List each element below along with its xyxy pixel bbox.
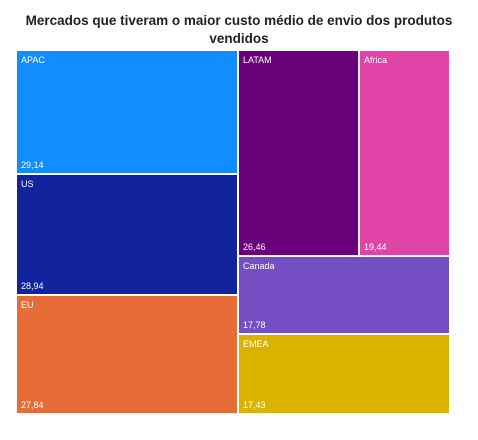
treemap-plot-area: APAC 29,14 US 28,94 EU 27,84 LATAM 26,46 Africa 1… xyxy=(16,50,450,414)
tile-label: EU xyxy=(21,300,34,310)
treemap-tile-us[interactable]: US 28,94 xyxy=(17,175,237,294)
tile-label: US xyxy=(21,179,34,189)
chart-title-line-1: Mercados que tiveram o maior custo médio… xyxy=(25,13,453,28)
treemap-tile-canada[interactable]: Canada 17,78 xyxy=(239,257,449,333)
treemap-tile-latam[interactable]: LATAM 26,46 xyxy=(239,51,358,255)
treemap-tile-eu[interactable]: EU 27,84 xyxy=(17,296,237,413)
treemap-tile-apac[interactable]: APAC 29,14 xyxy=(17,51,237,173)
tile-label: EMEA xyxy=(243,339,269,349)
treemap-tile-africa[interactable]: Africa 19,44 xyxy=(360,51,449,255)
chart-title-line-2: vendidos xyxy=(209,31,269,46)
tile-value: 28,94 xyxy=(21,281,44,291)
tile-label: LATAM xyxy=(243,55,272,65)
tile-label: Africa xyxy=(364,55,388,65)
tile-value: 26,46 xyxy=(243,242,266,252)
chart-title: Mercados que tiveram o maior custo médio… xyxy=(0,12,478,48)
tile-label: APAC xyxy=(21,55,45,65)
tile-value: 19,44 xyxy=(364,242,387,252)
tile-value: 17,43 xyxy=(243,400,266,410)
tile-label: Canada xyxy=(243,261,275,271)
tile-value: 29,14 xyxy=(21,160,44,170)
treemap-tile-emea[interactable]: EMEA 17,43 xyxy=(239,335,449,413)
tile-value: 17,78 xyxy=(243,320,266,330)
tile-value: 27,84 xyxy=(21,400,44,410)
